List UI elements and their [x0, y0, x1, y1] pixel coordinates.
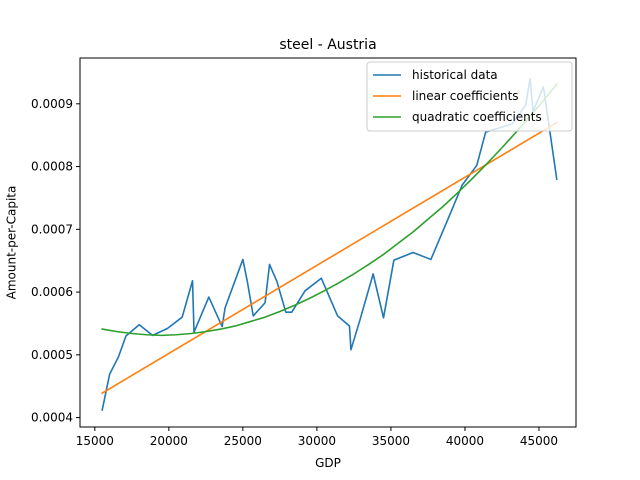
- legend-label: quadratic coefficients: [412, 110, 542, 124]
- x-tick-label: 45000: [520, 434, 558, 448]
- legend-label: historical data: [412, 68, 498, 82]
- x-tick-label: 20000: [150, 434, 188, 448]
- x-tick-label: 35000: [372, 434, 410, 448]
- x-tick-label: 40000: [446, 434, 484, 448]
- y-axis-label: Amount-per-Capita: [5, 186, 19, 300]
- chart-title: steel - Austria: [279, 37, 376, 53]
- series-line-historical-data: [101, 77, 558, 412]
- series-line-quadratic-coefficients: [101, 83, 558, 337]
- x-tick-label: 25000: [224, 434, 262, 448]
- y-tick-label: 0.0006: [31, 285, 73, 299]
- series-layer: [101, 77, 558, 412]
- x-tick-label: 15000: [76, 434, 114, 448]
- x-axis: 15000 20000 25000 30000 35000 40000 45000: [76, 427, 558, 448]
- y-tick-label: 0.0005: [31, 348, 73, 362]
- y-tick-label: 0.0009: [31, 97, 73, 111]
- y-axis: 0.0004 0.0005 0.0006 0.0007 0.0008 0.0009: [31, 97, 80, 425]
- x-tick-label: 30000: [298, 434, 336, 448]
- legend: historical data linear coefficients quadra…: [366, 61, 573, 132]
- y-tick-label: 0.0008: [31, 160, 73, 174]
- y-tick-label: 0.0007: [31, 222, 73, 236]
- legend-box: [366, 61, 573, 132]
- series-line-linear-coefficients: [101, 121, 558, 395]
- axes-frame: [79, 57, 577, 428]
- legend-label: linear coefficients: [412, 89, 519, 103]
- x-axis-label: GDP: [315, 456, 341, 470]
- y-tick-label: 0.0004: [31, 411, 73, 425]
